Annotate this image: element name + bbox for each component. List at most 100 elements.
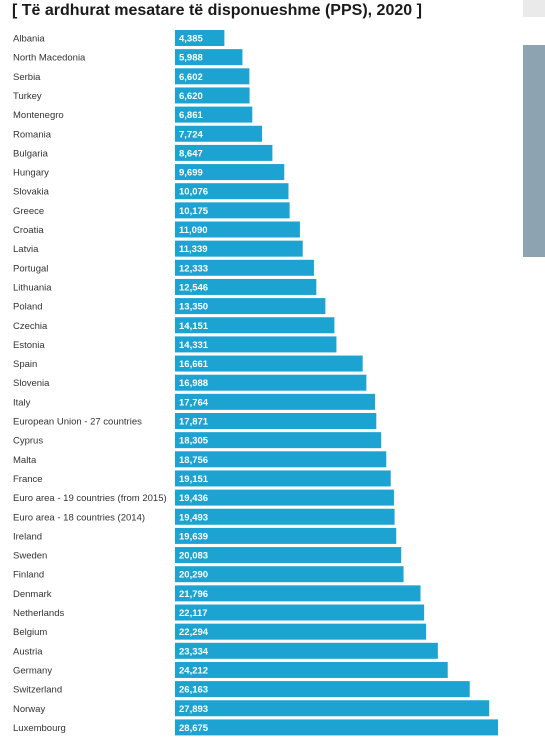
value-label: 23,334 xyxy=(179,646,209,657)
category-label: Denmark xyxy=(13,589,52,600)
value-label: 11,090 xyxy=(179,225,208,236)
bar xyxy=(175,585,421,602)
bar xyxy=(175,49,243,66)
bar xyxy=(175,144,273,161)
bar xyxy=(175,87,250,104)
category-label: Cyprus xyxy=(13,436,43,447)
bar xyxy=(175,298,326,315)
side-scroll-tab xyxy=(523,0,545,17)
value-label: 14,151 xyxy=(179,321,209,332)
category-label: Finland xyxy=(13,570,44,581)
category-label: Poland xyxy=(13,302,43,313)
bar xyxy=(175,527,397,544)
value-label: 22,117 xyxy=(179,608,208,619)
category-label: France xyxy=(13,474,43,485)
category-label: Euro area - 18 countries (2014) xyxy=(13,512,145,523)
category-label: Euro area - 19 countries (from 2015) xyxy=(13,493,167,504)
category-label: Germany xyxy=(13,665,52,676)
bar xyxy=(175,336,337,353)
category-label: Hungary xyxy=(13,168,49,179)
value-label: 16,988 xyxy=(179,378,208,389)
value-label: 11,339 xyxy=(179,244,208,255)
value-label: 10,175 xyxy=(179,206,209,217)
category-label: Spain xyxy=(13,359,37,370)
bar xyxy=(175,259,314,276)
bar xyxy=(175,642,438,659)
bar xyxy=(175,604,425,621)
value-label: 27,893 xyxy=(179,704,208,715)
value-label: 20,290 xyxy=(179,570,208,581)
category-label: Netherlands xyxy=(13,608,64,619)
category-label: Slovenia xyxy=(13,378,50,389)
value-label: 18,756 xyxy=(179,455,208,466)
bar xyxy=(175,30,225,46)
value-label: 19,639 xyxy=(179,531,208,542)
bar xyxy=(175,68,250,85)
category-label: Albania xyxy=(13,34,45,45)
bar xyxy=(175,393,376,410)
bar xyxy=(175,202,290,219)
value-label: 4,385 xyxy=(179,34,203,45)
bar xyxy=(175,661,448,678)
category-label: Turkey xyxy=(13,91,42,102)
bar xyxy=(175,278,317,295)
category-label: Slovakia xyxy=(13,187,50,198)
value-label: 16,661 xyxy=(179,359,209,370)
bar xyxy=(175,374,367,391)
bar xyxy=(175,183,289,200)
value-label: 9,699 xyxy=(179,168,203,179)
value-label: 19,493 xyxy=(179,512,208,523)
bar xyxy=(175,106,253,123)
category-label: Norway xyxy=(13,704,45,715)
category-label: Switzerland xyxy=(13,685,62,696)
value-label: 26,163 xyxy=(179,685,208,696)
category-label: Latvia xyxy=(13,244,39,255)
value-label: 17,764 xyxy=(179,397,209,408)
value-label: 19,436 xyxy=(179,493,208,504)
category-label: Portugal xyxy=(13,263,48,274)
category-label: Bulgaria xyxy=(13,148,49,159)
bar xyxy=(175,547,402,564)
value-label: 17,871 xyxy=(179,417,209,428)
value-label: 19,151 xyxy=(179,474,209,485)
bar xyxy=(175,566,404,583)
category-label: Ireland xyxy=(13,531,42,542)
value-label: 6,620 xyxy=(179,91,203,102)
category-label: Serbia xyxy=(13,72,41,83)
value-label: 6,602 xyxy=(179,72,203,83)
category-label: Sweden xyxy=(13,551,47,562)
bar xyxy=(175,125,263,142)
bar xyxy=(175,221,300,238)
value-label: 7,724 xyxy=(179,129,203,140)
bar xyxy=(175,681,470,698)
value-label: 24,212 xyxy=(179,665,208,676)
bar xyxy=(175,470,391,487)
category-label: Malta xyxy=(13,455,37,466)
bar xyxy=(175,700,490,717)
value-label: 22,294 xyxy=(179,627,209,638)
bar xyxy=(175,355,363,372)
category-label: European Union - 27 countries xyxy=(13,417,142,428)
value-label: 20,083 xyxy=(179,551,208,562)
category-label: Austria xyxy=(13,646,43,657)
value-label: 12,333 xyxy=(179,263,208,274)
category-label: Croatia xyxy=(13,225,44,236)
bar xyxy=(175,413,377,429)
value-label: 14,331 xyxy=(179,340,209,351)
category-label: Luxembourg xyxy=(13,723,66,734)
category-label: Estonia xyxy=(13,340,45,351)
value-label: 28,675 xyxy=(179,723,209,734)
value-label: 21,796 xyxy=(179,589,208,600)
category-label: Belgium xyxy=(13,627,47,638)
value-label: 8,647 xyxy=(179,148,203,159)
category-label: Czechia xyxy=(13,321,48,332)
bar xyxy=(175,508,395,525)
bar xyxy=(175,432,382,449)
category-label: Italy xyxy=(13,397,31,408)
value-label: 18,305 xyxy=(179,436,209,447)
category-label: Greece xyxy=(13,206,44,217)
value-label: 12,546 xyxy=(179,282,208,293)
value-label: 5,988 xyxy=(179,53,203,64)
bar xyxy=(175,317,335,334)
